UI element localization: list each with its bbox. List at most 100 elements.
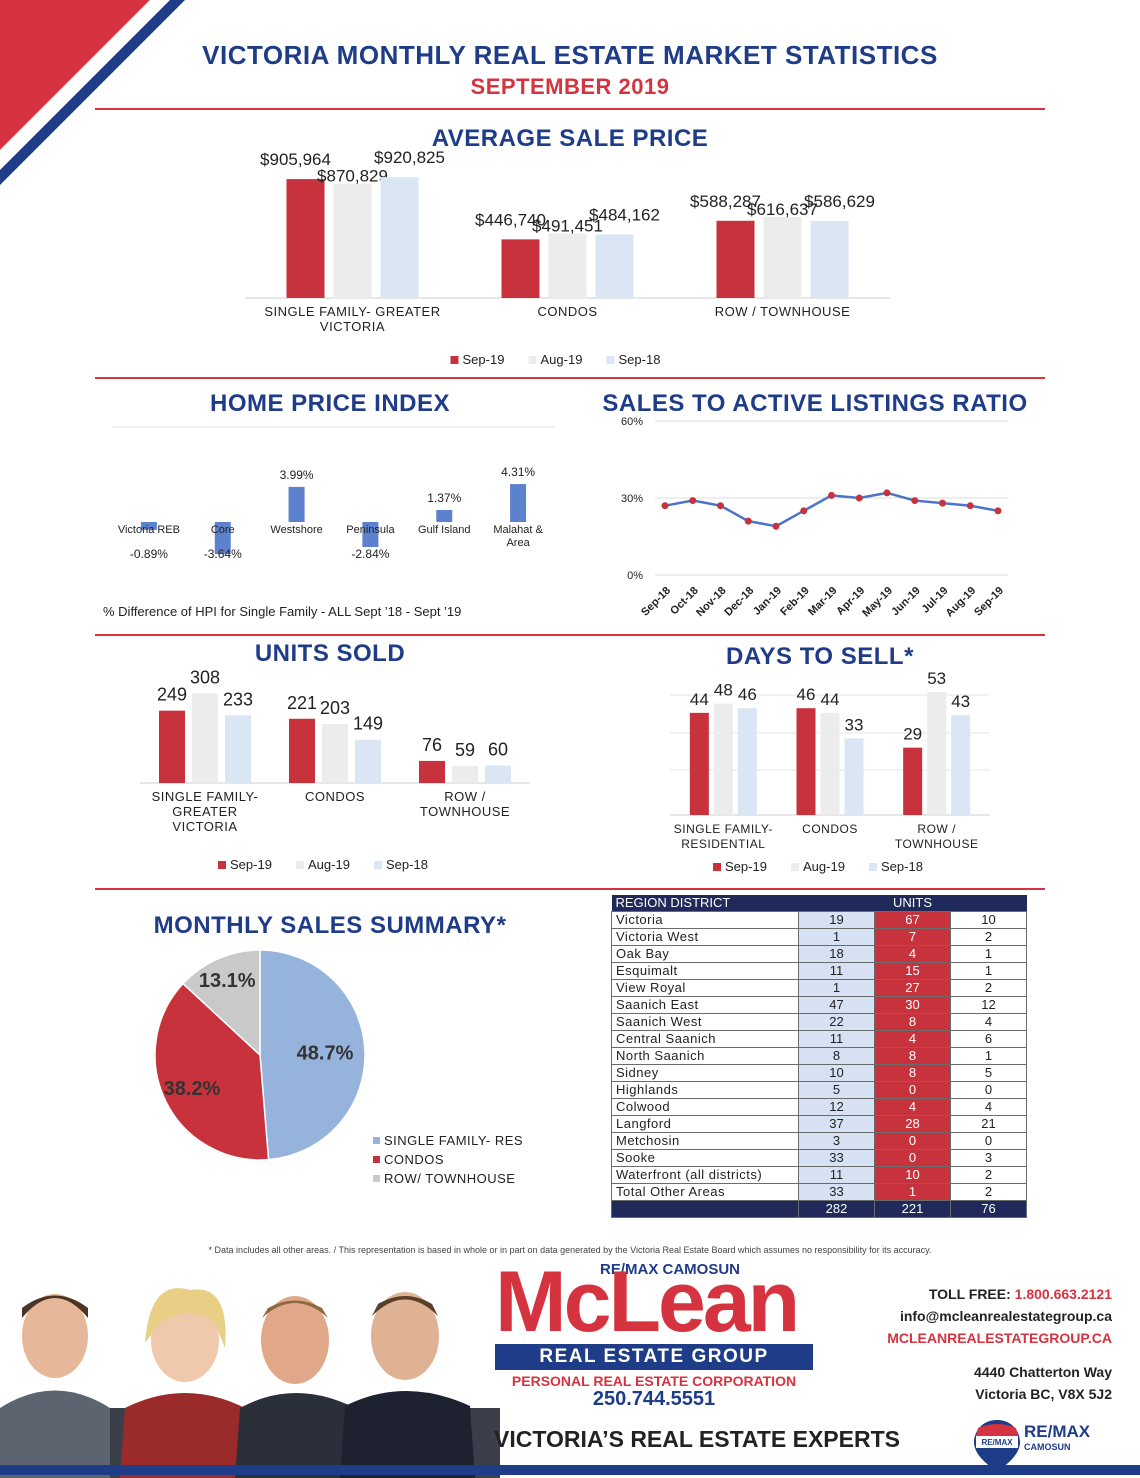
legend-label: Sep-19	[463, 352, 505, 367]
units-cell: 0	[874, 1132, 951, 1150]
data-label: $484,162	[589, 205, 660, 224]
data-label: 33	[845, 715, 864, 734]
ratio-point-8	[883, 489, 891, 497]
table-row: View Royal 1 27 2	[611, 979, 1027, 997]
category-label: GREATER	[172, 804, 237, 819]
bar-sep-19-1	[796, 708, 816, 815]
pie-value-label: 13.1%	[199, 970, 256, 992]
remax-balloon-icon: RE/MAX	[974, 1420, 1020, 1472]
toll-free-label: TOLL FREE:	[928, 1286, 1011, 1302]
hpi-value-label: 4.31%	[501, 465, 535, 479]
pie-slice-2	[181, 950, 261, 1057]
remax-name: RE/MAX	[1024, 1422, 1090, 1442]
hpi-category-label: Victoria REB	[118, 524, 180, 536]
units-cell: 1	[874, 1183, 951, 1201]
hpi-footer: % Difference of HPI for Single Family - …	[103, 604, 462, 619]
divider	[95, 888, 1045, 890]
x-tick-label: Jan-19	[751, 585, 784, 618]
hpi-category-label: Peninsula	[346, 524, 395, 536]
divider	[95, 634, 1045, 636]
footnote: * Data includes all other areas. / This …	[208, 1245, 932, 1255]
bar-sep-19-2	[716, 220, 755, 298]
table-row: Langford 37 28 21	[611, 1115, 1027, 1133]
units-cell: 0	[950, 1132, 1027, 1150]
website-link[interactable]: MCLEANREALESTATEGROUP.CA	[887, 1330, 1112, 1346]
units-cell: 3	[798, 1132, 875, 1150]
brand-top: RE/MAX CAMOSUN	[600, 1261, 741, 1278]
brand-phone[interactable]: 250.744.5551	[592, 1388, 716, 1410]
days-to-sell-title: DAYS TO SELL*	[726, 643, 914, 670]
ratio-title: SALES TO ACTIVE LISTINGS RATIO	[602, 390, 1028, 417]
units-cell: 8	[874, 1013, 951, 1031]
table-row: Saanich East 47 30 12	[611, 996, 1027, 1014]
legend-swatch	[296, 861, 304, 869]
region-name-cell: Total Other Areas	[611, 1183, 799, 1201]
hpi-value-label: 3.99%	[280, 468, 314, 482]
ratio-chart: 0%30%60%Sep-18Oct-18Nov-18Dec-18Jan-19Fe…	[621, 416, 1008, 619]
units-cell: 2	[950, 1166, 1027, 1184]
bar-sep-19-1	[289, 718, 315, 783]
total-cell: 282	[798, 1200, 875, 1218]
region-name-cell: View Royal	[611, 979, 799, 997]
units-sold-title: UNITS SOLD	[254, 640, 406, 667]
summary-pie-chart: 48.7% 38.2% 13.1% SINGLE FAMILY- RES CONDOS R…	[154, 950, 523, 1186]
pie-value-label: 48.7%	[297, 1042, 354, 1064]
table-row: Metchosin 3 0 0	[611, 1132, 1027, 1150]
table-row: Saanich West 22 8 4	[611, 1013, 1027, 1031]
category-label: ROW /	[444, 789, 486, 804]
region-table: REGION DISTRICT UNITS Victoria 19 67 10 Vict…	[611, 895, 1027, 1218]
ratio-point-4	[772, 522, 780, 530]
region-name-cell: Highlands	[611, 1081, 799, 1099]
hpi-value-label: 1.37%	[427, 491, 461, 505]
category-label: SINGLE FAMILY-	[152, 789, 259, 804]
units-cell: 28	[874, 1115, 951, 1133]
data-label: 149	[353, 714, 383, 734]
units-cell: 11	[798, 1030, 875, 1048]
tagline: VICTORIA’S REAL ESTATE EXPERTS	[494, 1426, 900, 1452]
units-cell: 0	[874, 1081, 951, 1099]
data-label: $446,740	[475, 210, 546, 229]
hpi-category-label: Core	[211, 524, 235, 536]
table-row: North Saanich 8 8 1	[611, 1047, 1027, 1065]
legend-swatch	[374, 861, 382, 869]
hpi-category-label: Westshore	[270, 524, 322, 536]
data-label: 46	[797, 685, 816, 704]
bar-aug-19-2	[452, 765, 478, 783]
hpi-bar-5	[510, 484, 527, 522]
x-tick-label: Mar-19	[806, 585, 840, 619]
email-link[interactable]: info@mcleanrealestategroup.ca	[899, 1308, 1112, 1324]
data-label: $905,964	[260, 150, 331, 169]
units-cell: 30	[874, 996, 951, 1014]
legend-swatch	[606, 356, 615, 364]
bar-sep-18-0	[225, 715, 251, 783]
legend-swatch	[791, 863, 799, 871]
table-row: Waterfront (all districts) 11 10 2	[611, 1166, 1027, 1184]
bar-sep-19-0	[286, 179, 325, 298]
divider	[95, 108, 1045, 110]
hpi-category-label: Area	[506, 537, 530, 549]
page-title: VICTORIA MONTHLY REAL ESTATE MARKET STAT…	[202, 40, 938, 70]
bar-sep-18-2	[485, 765, 511, 783]
data-label: 29	[903, 725, 922, 744]
bar-aug-19-1	[548, 233, 587, 298]
category-label: CONDOS	[537, 304, 597, 319]
ratio-point-6	[828, 491, 835, 499]
region-name-cell: Waterfront (all districts)	[611, 1166, 799, 1184]
bar-sep-18-2	[951, 715, 971, 815]
legend-swatch	[869, 863, 877, 871]
units-header: UNITS	[798, 895, 1027, 912]
legend-label: Sep-18	[881, 859, 923, 874]
bar-sep-18-0	[737, 708, 757, 815]
region-table-container: REGION DISTRICT UNITS Victoria 19 67 10 Vict…	[611, 895, 1027, 1218]
units-cell: 27	[874, 979, 951, 997]
ratio-point-3	[744, 517, 752, 525]
category-label: CONDOS	[802, 822, 858, 836]
table-row: Total Other Areas 33 1 2	[611, 1183, 1027, 1201]
data-label: 233	[223, 689, 253, 709]
toll-free-number[interactable]: 1.800.663.2121	[1014, 1286, 1112, 1302]
units-cell: 8	[798, 1047, 875, 1065]
region-header: REGION DISTRICT	[611, 895, 799, 912]
agent-photo	[0, 1288, 500, 1478]
units-cell: 4	[874, 1030, 951, 1048]
